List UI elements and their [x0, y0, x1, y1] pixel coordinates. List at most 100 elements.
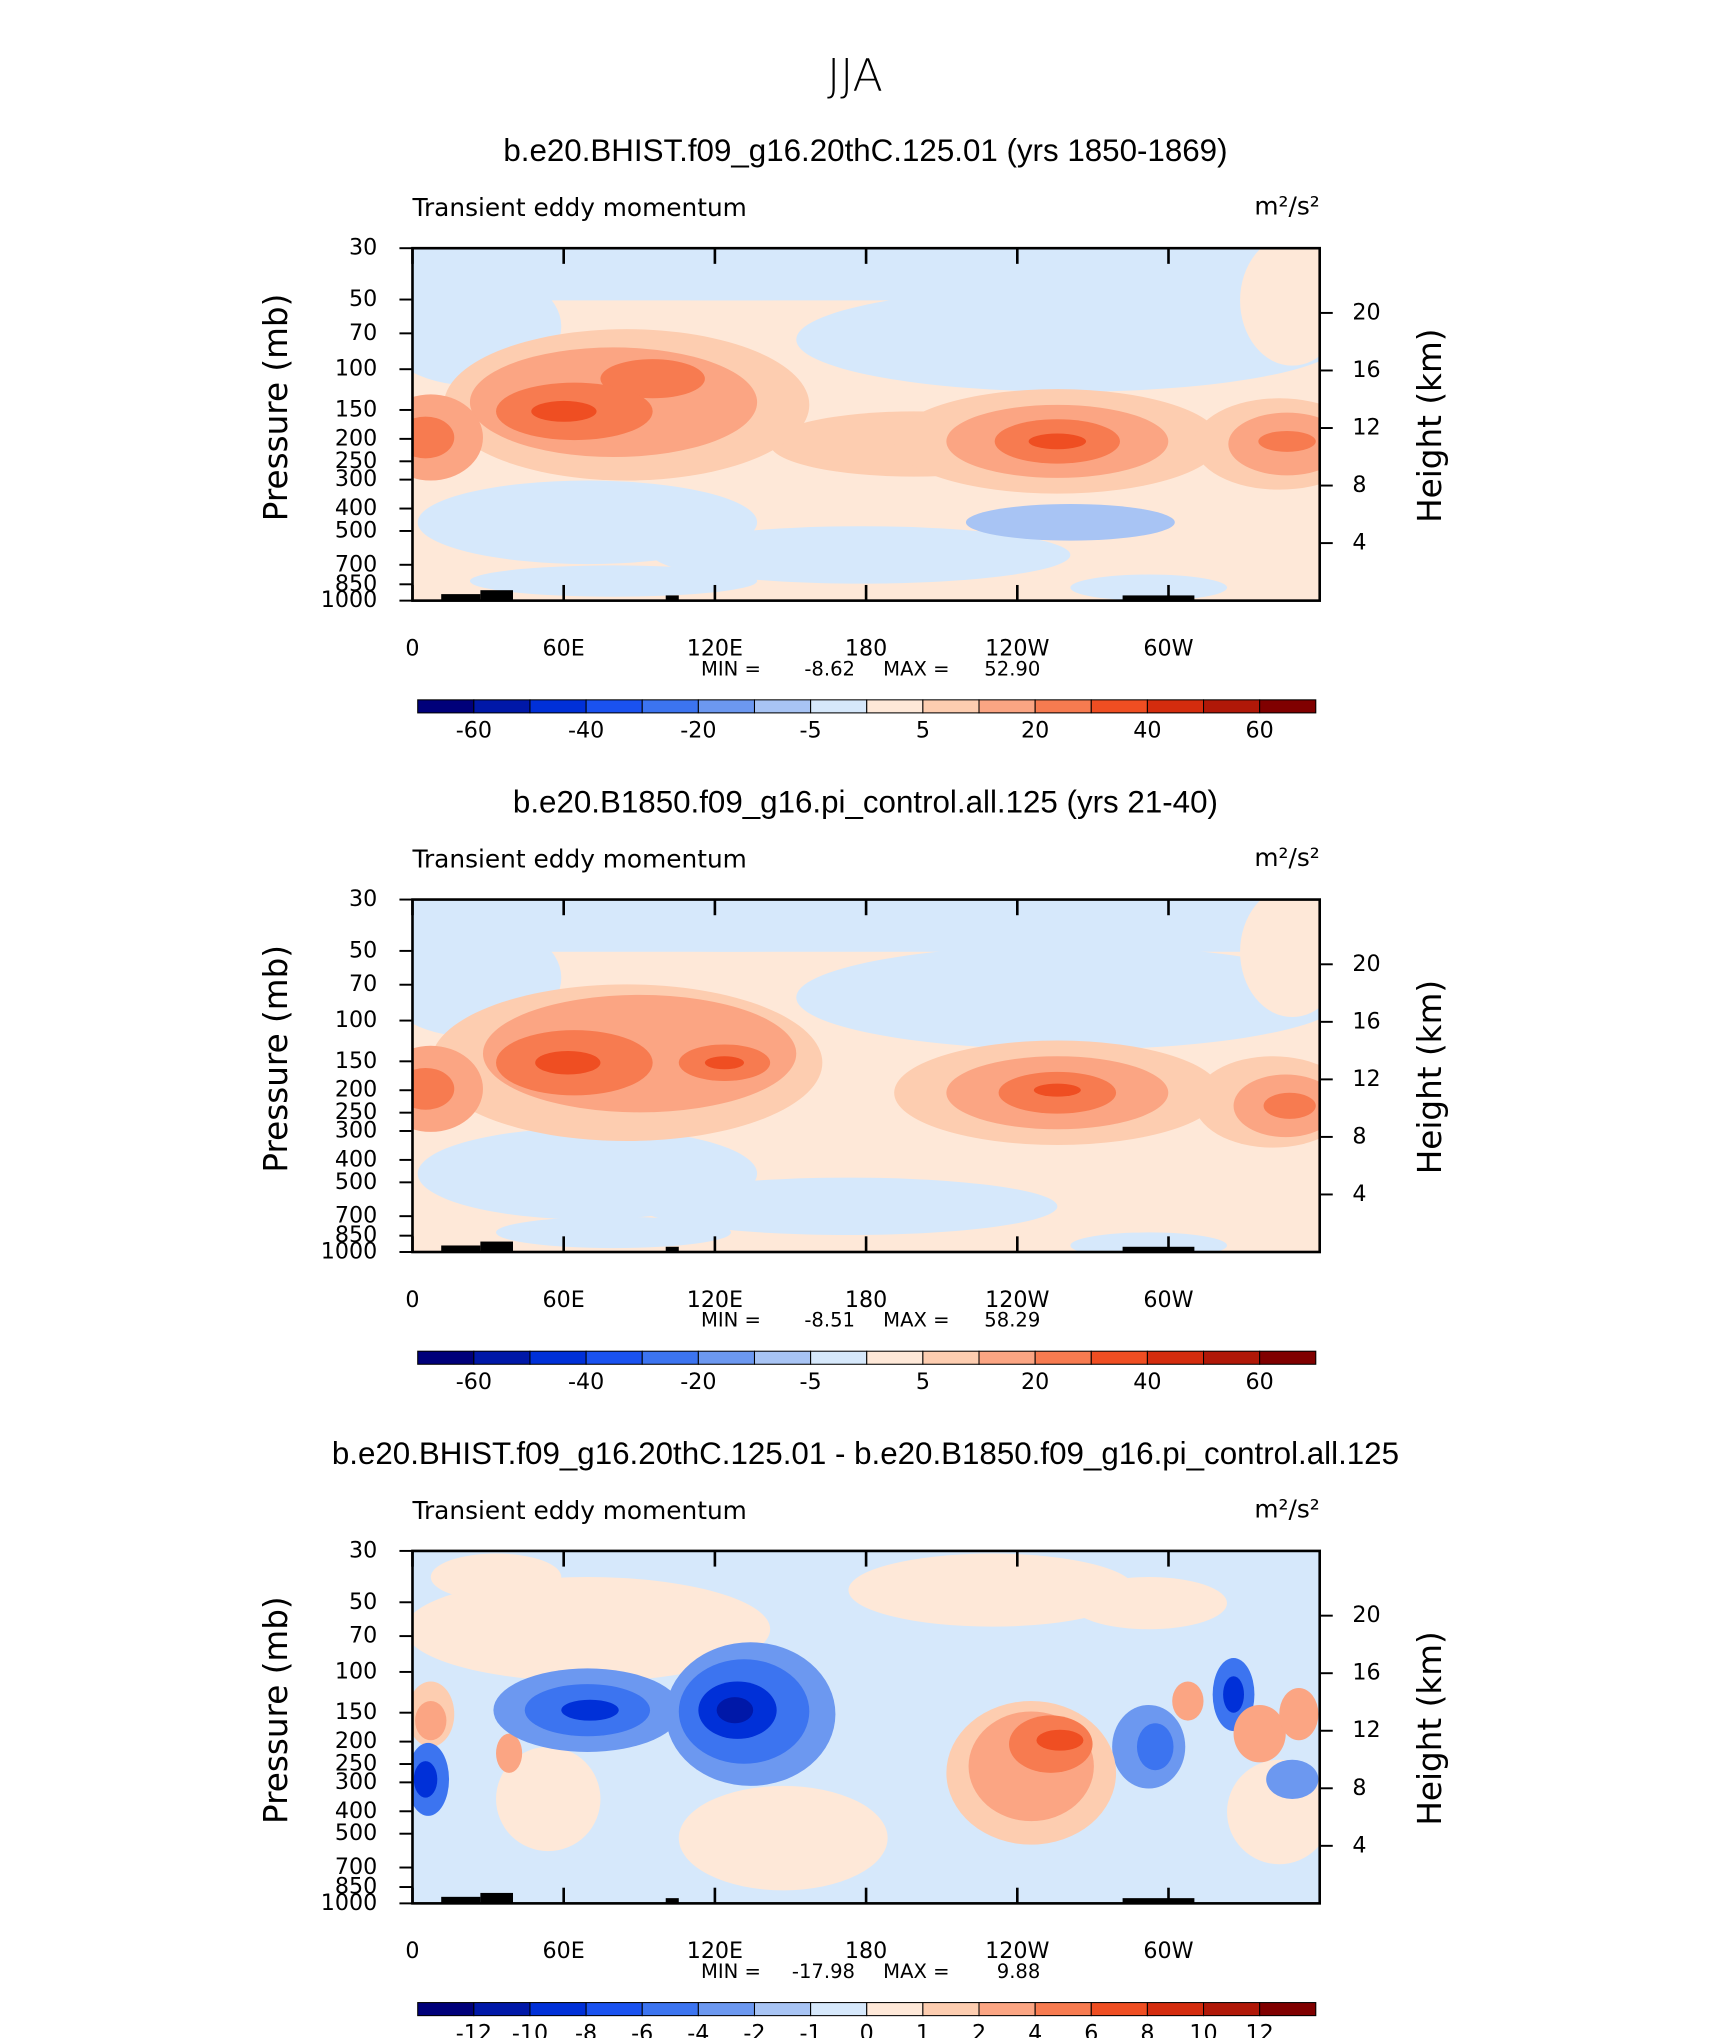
colorbar-box	[978, 1350, 1036, 1365]
contour-region	[412, 1067, 455, 1110]
contour-region	[639, 1177, 1058, 1236]
y-tick-label: 300	[335, 1117, 377, 1143]
min-label: MIN =	[701, 1309, 761, 1332]
topography	[665, 1898, 679, 1904]
y-tick-label: 500	[335, 1169, 377, 1195]
contour-region	[1036, 1729, 1084, 1751]
topography	[441, 1245, 481, 1253]
contour-region	[469, 912, 993, 952]
units: m²/s²	[1254, 1494, 1319, 1523]
y-tick-label: 200	[335, 425, 377, 451]
max-label: MAX =	[883, 657, 949, 680]
topography	[480, 1241, 513, 1253]
y-tick-label: 50	[349, 286, 377, 312]
y-tick-label: 1000	[321, 1239, 377, 1265]
contour-region	[496, 1216, 731, 1249]
contour-region	[1240, 248, 1320, 366]
colorbar-box	[585, 2002, 643, 2017]
colorbar-label: -2	[743, 2020, 765, 2038]
y-tick-label: 300	[335, 466, 377, 492]
colorbar-box	[978, 699, 1036, 714]
x-tick-label: 120W	[985, 635, 1049, 661]
colorbar-label: -1	[800, 2020, 822, 2038]
colorbar-label: -5	[800, 718, 822, 744]
y-tick-label: 100	[335, 1658, 377, 1684]
y2-axis-label: Height (km)	[1411, 1631, 1449, 1825]
colorbar-label: 2	[972, 2020, 986, 2038]
y-tick-label: 500	[335, 517, 377, 543]
colorbar-box	[641, 1350, 699, 1365]
y2-tick-label: 4	[1352, 1832, 1366, 1858]
y-tick-label: 50	[349, 1589, 377, 1615]
y-tick-label: 400	[335, 1798, 377, 1824]
x-tick-label: 180	[845, 635, 887, 661]
y-tick-label: 30	[349, 235, 377, 261]
y-tick-label: 250	[335, 1751, 377, 1777]
colorbar-box	[1034, 699, 1092, 714]
colorbar-box	[922, 2002, 980, 2017]
y-tick-label: 500	[335, 1820, 377, 1846]
contour-region	[1136, 1723, 1174, 1771]
contour-region	[430, 1553, 562, 1601]
colorbar-label: 12	[1246, 2020, 1274, 2038]
colorbar-box	[978, 2002, 1036, 2017]
x-tick-label: 180	[845, 1938, 887, 1964]
contour-region	[412, 416, 455, 459]
x-tick-label: 120W	[985, 1938, 1049, 1964]
contour-field	[412, 248, 1320, 601]
colorbar-box	[697, 1350, 756, 1365]
colorbar-label: 60	[1246, 718, 1274, 744]
y-tick-label: 30	[349, 1537, 377, 1563]
contour-region	[1223, 1676, 1244, 1713]
y-tick-label: 150	[335, 396, 377, 422]
y-tick-label: 100	[335, 1007, 377, 1033]
topography	[665, 1246, 679, 1253]
y-axis-label: Pressure (mb)	[257, 945, 295, 1173]
y2-tick-label: 4	[1352, 530, 1366, 556]
y-axis-label: Pressure (mb)	[257, 1596, 295, 1824]
y2-tick-label: 12	[1352, 1717, 1380, 1743]
x-tick-label: 0	[405, 635, 419, 661]
colorbar-box	[697, 2002, 756, 2017]
y-tick-label: 50	[349, 937, 377, 963]
contour-region	[704, 1056, 745, 1070]
x-tick-label: 60E	[543, 1287, 585, 1313]
panel-subtitle: Transient eddy momentum	[411, 193, 746, 222]
colorbar-box	[866, 1350, 924, 1365]
y-tick-label: 850	[335, 1222, 377, 1248]
contour-region	[1263, 1092, 1316, 1119]
colorbar-label: -5	[800, 1369, 822, 1395]
contour-region	[1070, 1232, 1227, 1253]
colorbar-box	[1146, 699, 1205, 714]
contour-field	[412, 899, 1320, 1253]
y-tick-label: 150	[335, 1048, 377, 1074]
y-tick-label: 400	[335, 495, 377, 521]
colorbar-box	[641, 699, 699, 714]
contour-region	[716, 1697, 754, 1724]
y2-tick-label: 8	[1352, 472, 1366, 498]
contour-region	[1028, 433, 1087, 450]
panel: b.e20.BHIST.f09_g16.20thC.125.01 (yrs 18…	[257, 133, 1449, 743]
max-label: MAX =	[883, 1960, 949, 1983]
y-tick-label: 70	[349, 320, 377, 346]
panel: b.e20.BHIST.f09_g16.20thC.125.01 - b.e20…	[257, 1436, 1449, 2038]
colorbar-box	[585, 1350, 643, 1365]
y-tick-label: 300	[335, 1769, 377, 1795]
contour-region	[965, 504, 1175, 541]
colorbar-box	[697, 699, 756, 714]
colorbar-box	[753, 699, 812, 714]
contour-region	[531, 400, 597, 422]
y-tick-label: 700	[335, 1203, 377, 1229]
x-tick-label: 60E	[543, 1938, 585, 1964]
contour-region	[496, 1733, 523, 1773]
panel-title: b.e20.BHIST.f09_g16.20thC.125.01 (yrs 18…	[503, 133, 1227, 168]
colorbar-box	[641, 2002, 699, 2017]
contour-region	[1279, 1687, 1319, 1741]
colorbar-box	[417, 2002, 475, 2017]
y2-tick-label: 20	[1352, 951, 1380, 977]
colorbar-box	[753, 1350, 812, 1365]
y2-tick-label: 16	[1352, 1660, 1380, 1686]
panel-subtitle: Transient eddy momentum	[411, 844, 746, 873]
x-tick-label: 120E	[687, 1938, 743, 1964]
colorbar-label: -6	[631, 2020, 653, 2038]
